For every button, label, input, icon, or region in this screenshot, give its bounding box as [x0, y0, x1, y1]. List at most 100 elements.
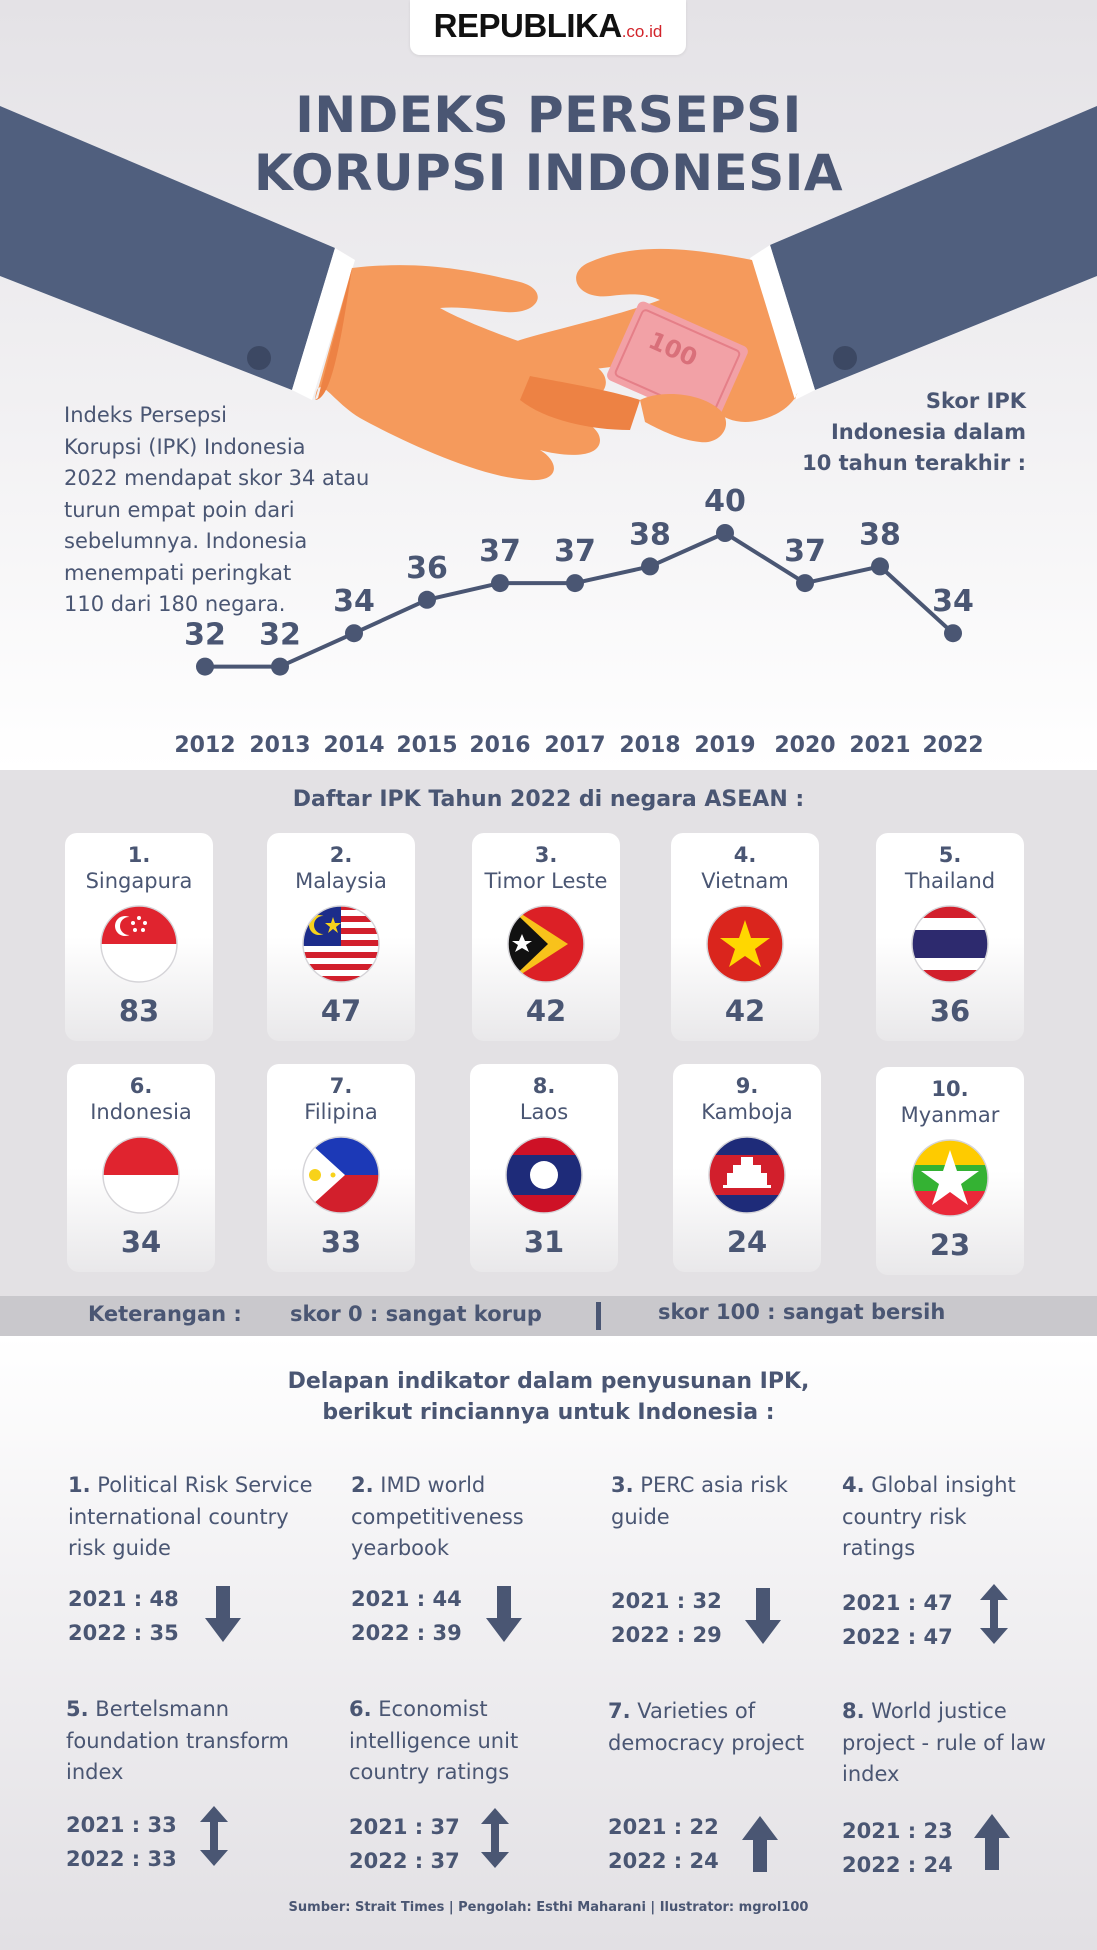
- country-card-myanmar: 10. Myanmar 23: [876, 1067, 1024, 1275]
- country-name: Kamboja: [701, 1100, 793, 1124]
- arrow-up-down-icon: [200, 1806, 228, 1866]
- intro-line: menempati peringkat: [64, 560, 292, 585]
- indicator-heading-line: berikut rinciannya untuk Indonesia :: [322, 1400, 775, 1425]
- intro-line: 2022 mendapat skor 34 atau: [64, 466, 370, 490]
- right-sleeve: [770, 106, 1097, 390]
- chart-point-layer: [196, 524, 962, 676]
- logo-wordmark: REPUBLIKA: [433, 7, 623, 44]
- country-rank: 3.: [534, 843, 558, 867]
- country-rank: 7.: [329, 1074, 353, 1098]
- left-cufflink: [247, 346, 271, 370]
- right-cuff: [750, 245, 815, 400]
- chart-point: [271, 657, 289, 676]
- chart-point: [796, 574, 814, 593]
- chart-heading: Skor IPK Indonesia dalam 10 tahun terakh…: [740, 386, 1026, 479]
- score-2021: 2021 : 33: [66, 1813, 177, 1837]
- score-2022: 2022 : 39: [351, 1621, 462, 1645]
- country-name: Laos: [519, 1100, 569, 1124]
- country-rank: 1.: [127, 843, 151, 867]
- score-2022: 2022 : 47: [842, 1625, 953, 1649]
- finger-shadow: [520, 376, 640, 430]
- score-2021: 2021 : 32: [611, 1589, 722, 1613]
- left-hand: [315, 265, 606, 481]
- indicator-number: 4.: [842, 1473, 865, 1497]
- score-2021: 2021 : 23: [842, 1819, 953, 1843]
- republika-logo[interactable]: REPUBLIKA.co.id: [410, 0, 686, 55]
- arrow-up-icon: [974, 1814, 1010, 1870]
- vietnam-flag-icon: [706, 905, 784, 983]
- country-score: 33: [320, 1225, 362, 1259]
- chart-point: [491, 574, 509, 593]
- score-2021: 2021 : 44: [351, 1587, 462, 1611]
- indicator-3: 3. PERC asia risk guide 2021 : 32 2022 :…: [611, 1470, 811, 1647]
- country-card-kamboja: 9. Kamboja 24: [673, 1064, 821, 1272]
- singapore-flag-icon: [100, 905, 178, 983]
- intro-line: Indeks Persepsi: [64, 403, 227, 427]
- indicator-number: 5.: [66, 1697, 89, 1721]
- malaysia-flag-icon: [302, 905, 380, 983]
- legend-max: skor 100 : sangat bersih: [658, 1300, 946, 1324]
- indicator-8: 8. World justice project - rule of law i…: [842, 1696, 1052, 1877]
- chart-data-label: 38: [859, 517, 901, 552]
- timor-leste-flag-icon: [507, 905, 585, 983]
- chart-x-tick-label: 2013: [249, 733, 310, 758]
- indicator-5: 5. Bertelsmann foundation transform inde…: [66, 1694, 306, 1871]
- country-score: 34: [120, 1225, 162, 1259]
- chart-data-label: 37: [554, 534, 596, 569]
- page-title-line-1: INDEKS PERSEPSI: [295, 86, 802, 144]
- left-sleeve: [0, 106, 335, 390]
- indicator-section: Delapan indikator dalam penyusunan IPK, …: [0, 1336, 1097, 1950]
- score-2022: 2022 : 24: [608, 1849, 719, 1873]
- score-2022: 2022 : 24: [842, 1853, 953, 1877]
- country-card-filipina: 7. Filipina 33: [267, 1064, 415, 1272]
- arrow-down-icon: [745, 1588, 781, 1644]
- country-card-vietnam: 4. Vietnam 42: [671, 833, 819, 1041]
- country-name: Malaysia: [295, 869, 387, 893]
- indicator-number: 1.: [68, 1473, 91, 1497]
- chart-x-tick-label: 2021: [849, 733, 910, 758]
- country-name: Indonesia: [90, 1100, 192, 1124]
- country-name: Filipina: [304, 1100, 378, 1124]
- country-card-timor-leste: 3. Timor Leste 42: [472, 833, 620, 1041]
- chart-x-tick-label: 2019: [694, 733, 755, 758]
- country-name: Timor Leste: [484, 869, 608, 893]
- score-2022: 2022 : 35: [68, 1621, 179, 1645]
- arrow-down-icon: [486, 1586, 522, 1642]
- country-score: 23: [929, 1228, 971, 1262]
- chart-point: [871, 557, 889, 576]
- chart-data-label: 38: [629, 517, 671, 552]
- logo-domain: .co.id: [621, 22, 663, 41]
- indicator-number: 3.: [611, 1473, 634, 1497]
- country-score: 42: [724, 994, 766, 1028]
- chart-data-label: 32: [259, 618, 301, 653]
- chart-data-label: 32: [184, 618, 226, 653]
- chart-x-tick-label: 2018: [619, 733, 680, 758]
- country-rank: 10.: [931, 1077, 969, 1101]
- chart-data-label: 37: [479, 534, 521, 569]
- laos-flag-icon: [505, 1136, 583, 1214]
- legend-bar: Keterangan : skor 0 : sangat korup skor …: [0, 1296, 1097, 1336]
- indicator-number: 7.: [608, 1699, 631, 1723]
- score-2021: 2021 : 48: [68, 1587, 179, 1611]
- handshake-illustration: 100: [0, 106, 1097, 481]
- chart-point: [716, 524, 734, 542]
- country-name: Vietnam: [701, 869, 789, 893]
- score-2022: 2022 : 29: [611, 1623, 722, 1647]
- myanmar-flag-icon: [911, 1139, 989, 1217]
- thailand-flag-icon: [911, 905, 989, 983]
- country-rank: 5.: [938, 843, 962, 867]
- score-2022: 2022 : 37: [349, 1849, 460, 1873]
- indicator-4: 4. Global insight country risk ratings 2…: [842, 1470, 1042, 1649]
- chart-data-label: 34: [333, 584, 375, 619]
- indicator-title: Economist intelligence unit country rati…: [349, 1697, 519, 1784]
- indonesia-flag-icon: [102, 1136, 180, 1214]
- country-rank: 9.: [735, 1074, 759, 1098]
- country-score: 83: [118, 994, 160, 1028]
- cambodia-flag-icon: [708, 1136, 786, 1214]
- chart-x-tick-label: 2014: [323, 733, 384, 758]
- country-score: 31: [523, 1225, 565, 1259]
- chart-point: [418, 590, 436, 609]
- chart-heading-line: Indonesia dalam: [830, 420, 1026, 444]
- chart-x-tick-label: 2020: [774, 733, 835, 758]
- indicator-number: 8.: [842, 1699, 865, 1723]
